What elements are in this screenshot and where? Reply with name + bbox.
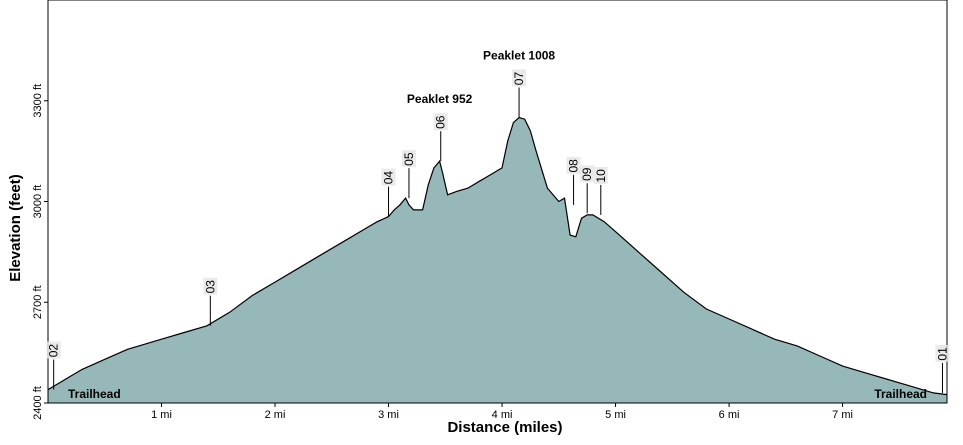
- waypoint-label: 02: [47, 344, 61, 358]
- y-axis-title: Elevation (feet): [7, 174, 24, 282]
- waypoint-label-bg: [935, 344, 950, 362]
- waypoint-label-bg: [203, 277, 218, 295]
- y-axis-label: Elevation (feet): [7, 174, 24, 282]
- waypoint-label-bg: [593, 166, 608, 184]
- y-tick-label: 3000 ft: [32, 185, 44, 219]
- waypoint-label: 01: [935, 347, 949, 361]
- y-tick-label: 2700 ft: [32, 285, 44, 319]
- waypoint-label: 03: [203, 280, 217, 294]
- y-tick-label: 2400 ft: [32, 386, 44, 420]
- waypoint-label-bg: [433, 113, 448, 131]
- waypoint-label-bg: [401, 150, 416, 168]
- waypoint-label: 08: [567, 159, 581, 173]
- waypoint-label-bg: [580, 165, 595, 183]
- x-tick-label: 2 mi: [265, 409, 286, 421]
- waypoint-label: 10: [594, 169, 608, 183]
- trailhead-label: Trailhead: [68, 387, 121, 401]
- waypoint-label-bg: [46, 341, 61, 359]
- plot-area: 1 mi 2 mi 3 mi 4 mi 5 mi 6 mi 7 mi 2400 ft 2700 …: [32, 0, 950, 421]
- trailhead-label: Trailhead: [874, 387, 927, 401]
- peak-annotation: Peaklet 952: [407, 92, 473, 106]
- waypoint-label: 05: [402, 152, 416, 166]
- waypoint-label: 09: [580, 167, 594, 181]
- x-tick-label: 7 mi: [832, 409, 853, 421]
- waypoint-label: 04: [382, 171, 396, 185]
- waypoint-label-bg: [381, 168, 396, 186]
- elevation-line: [47, 116, 948, 396]
- y-tick-label: 3300 ft: [32, 84, 44, 118]
- waypoint-label-bg: [512, 69, 527, 87]
- x-tick-label: 6 mi: [719, 409, 740, 421]
- waypoint-label-bg: [566, 156, 581, 174]
- elevation-area: [48, 117, 947, 403]
- waypoint-label: 06: [434, 115, 448, 129]
- x-axis-label: Distance (miles): [447, 419, 562, 436]
- waypoint-label: 07: [512, 72, 526, 86]
- peak-annotation: Peaklet 1008: [483, 49, 555, 63]
- x-tick-label: 5 mi: [605, 409, 626, 421]
- x-tick-label: 4 mi: [492, 409, 513, 421]
- x-tick-label: 1 mi: [151, 409, 172, 421]
- x-tick-label: 3 mi: [378, 409, 399, 421]
